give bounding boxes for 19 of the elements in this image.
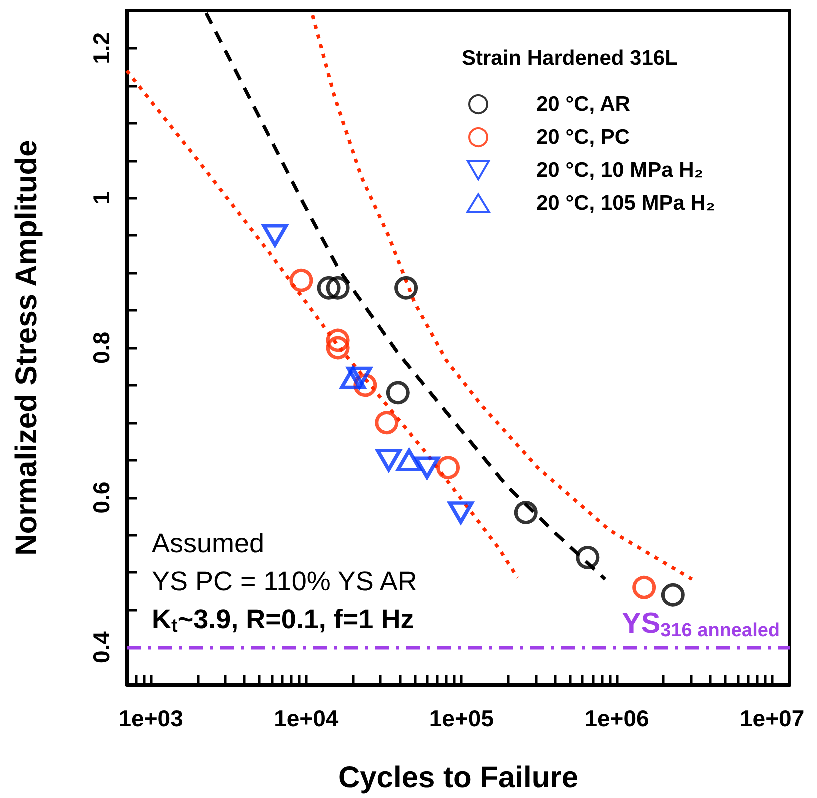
y-axis-title: Normalized Stress Amplitude [10,140,44,556]
x-tick-label: 1e+04 [274,706,339,732]
x-tick-label: 1e+05 [429,706,494,732]
y-tick-label: 0.4 [88,631,114,664]
x-tick-label: 1e+03 [118,706,184,732]
y-tick-label: 1.2 [88,32,114,64]
x-axis-title: Cycles to Failure [338,762,579,794]
legend-label: 20 °C, AR [536,93,630,116]
annotation: YS PC = 110% YS AR [152,566,418,596]
y-tick-label: 1 [88,192,114,205]
annotation: Assumed [152,528,265,558]
legend-label: 20 °C, 10 MPa H₂ [536,159,704,182]
x-tick-label: 1e+06 [584,706,650,732]
y-tick-label: 0.6 [88,482,114,514]
y-tick-label: 0.8 [88,332,114,364]
legend-label: 20 °C, 105 MPa H₂ [536,192,716,215]
legend-title: Strain Hardened 316L [462,47,678,70]
x-tick-label: 1e+07 [740,706,805,732]
legend-label: 20 °C, PC [536,126,630,149]
